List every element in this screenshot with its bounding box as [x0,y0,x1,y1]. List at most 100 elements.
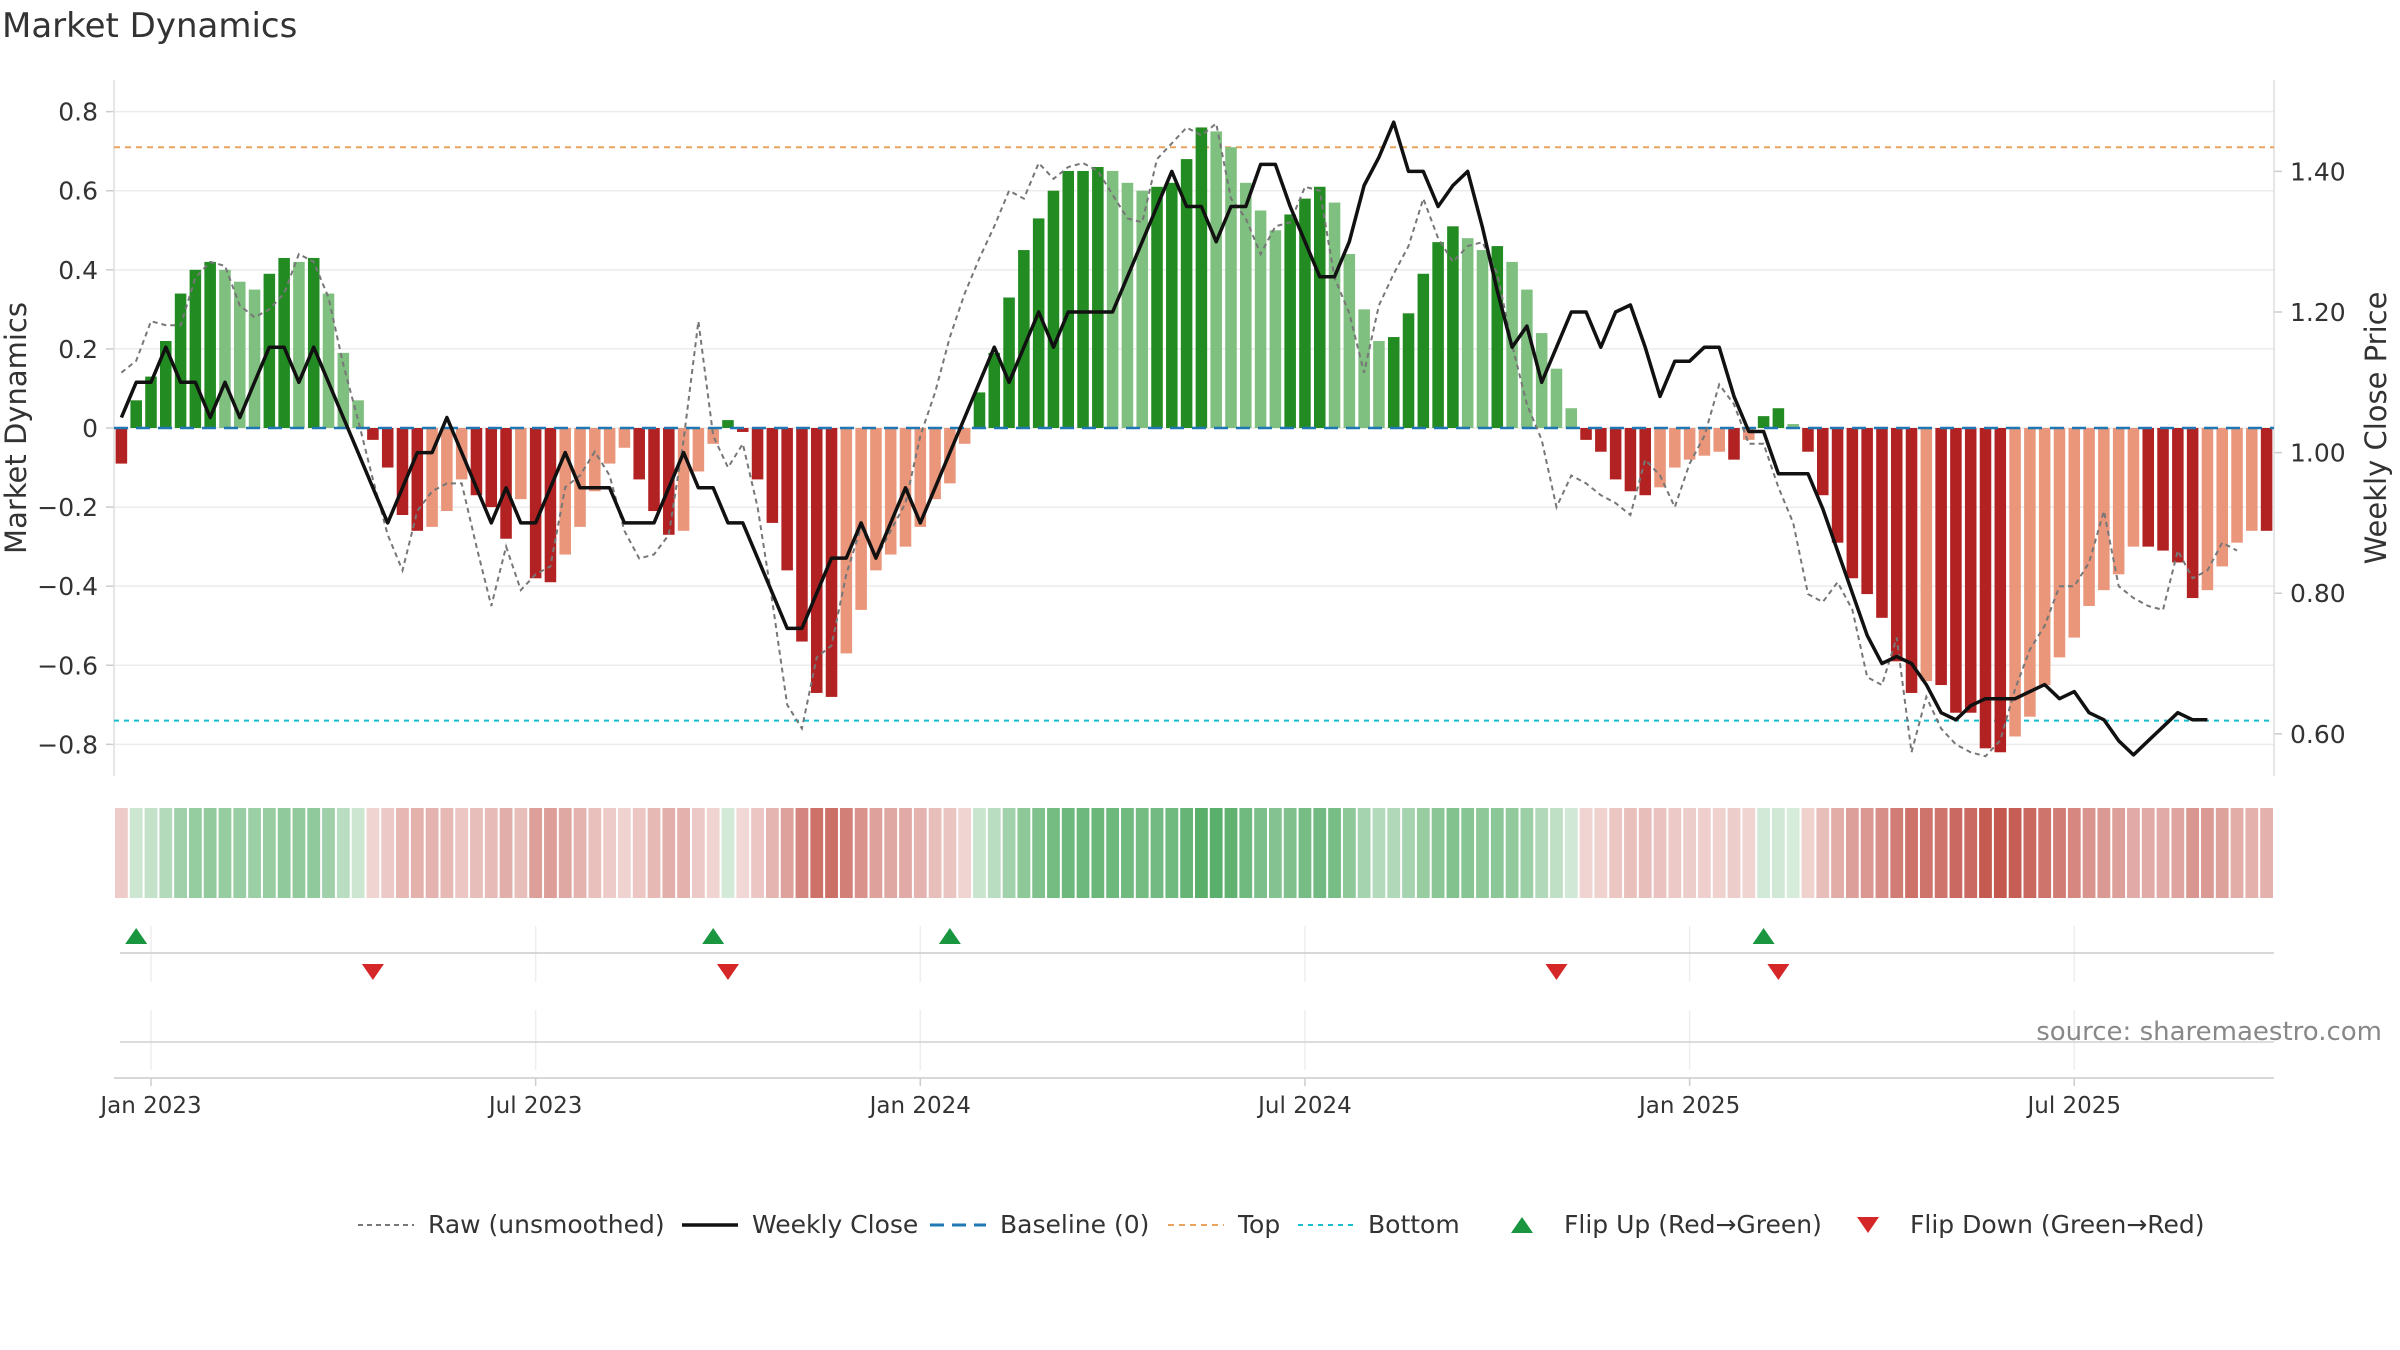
bar [1313,186,1326,428]
bar [1106,170,1119,429]
bar [1816,428,1829,496]
bar [1979,428,1992,749]
bar [751,428,764,480]
strip-cell [2097,808,2111,898]
bar [1092,167,1104,428]
strip-cell [1195,808,1208,898]
strip-cell [928,808,942,898]
strip-cell [277,808,291,898]
bar [677,428,690,531]
strip-cell [129,808,143,898]
bar [1195,127,1208,429]
bar [145,376,157,428]
bar [189,269,202,428]
bar [736,428,749,432]
bar [707,428,719,444]
bar [367,428,379,440]
y-tick-label-left: −0.8 [37,730,98,759]
bar [663,428,675,535]
strip-cell [381,808,395,898]
bar [1491,246,1504,428]
strip-cell [529,808,543,898]
bar [603,428,616,464]
strip-cell [1254,808,1267,898]
strip-cell [1698,808,1711,898]
bar [2172,428,2184,563]
strip-cell [1431,808,1445,898]
strip-cell [1490,808,1504,898]
strip-cell [248,808,261,898]
strip-cell [691,808,705,898]
bar [1447,226,1459,428]
bar [1654,428,1666,488]
strip-cell [1268,808,1282,898]
bar [2216,428,2228,567]
bar [248,289,261,428]
bar [840,428,853,654]
bar [174,293,187,428]
flip-up-marker [125,928,148,944]
strip-cell [736,808,750,898]
bar [1299,198,1311,428]
flip-up-marker [702,928,725,944]
strip-cell [765,808,779,898]
strip-cell [1609,808,1623,898]
strip-cell [484,808,498,898]
chart-title: Market Dynamics [2,6,298,46]
bar [1461,238,1474,428]
strip-cell [1905,808,1918,898]
bar [1003,297,1015,428]
bar [1032,218,1045,428]
strip-cell [1387,808,1401,898]
strip-cell [2156,808,2170,898]
bar [1136,190,1148,428]
strip-cell [1165,808,1179,898]
bar [1876,428,1888,618]
bar [1062,170,1075,429]
bar [1728,428,1740,460]
strip-cell [2201,808,2214,898]
legend-swatch-top [1166,1213,1226,1237]
bar [1284,214,1296,428]
strip-cell [1831,808,1844,898]
bar [796,428,808,642]
bar [500,428,512,539]
strip-cell [1446,808,1460,898]
bar [1180,159,1193,428]
strip-cell [396,808,409,898]
strip-cell [1653,808,1667,898]
strip-cell [1283,808,1297,898]
strip-cell [2112,808,2126,898]
bar [1609,428,1622,480]
strip-cell [1180,808,1193,898]
bar [411,428,424,531]
strip-cell [1579,808,1593,898]
strip-cell [1135,808,1149,898]
strip-cell [588,808,602,898]
strip-cell [322,808,335,898]
strip-cell [1209,808,1223,898]
bar [1950,428,1962,713]
strip-cell [1638,808,1652,898]
strip-cell [647,808,661,898]
y-tick-label-right: 1.20 [2290,298,2346,327]
legend-swatch-bottom [1296,1213,1356,1237]
strip-cell [1416,808,1430,898]
bar [722,420,734,428]
bar [426,428,438,527]
bar [574,428,586,527]
x-tick-label: Jan 2023 [98,1093,201,1119]
bar [470,428,483,496]
strip-cell [1328,808,1341,898]
strip-cell [677,808,690,898]
bar [485,428,498,508]
strip-cell [869,808,883,898]
x-tick-label: Jul 2024 [1256,1093,1352,1119]
strip-cell [1594,808,1608,898]
y-tick-label-left: −0.6 [37,651,98,680]
bar [2246,428,2258,531]
bar [160,341,172,428]
bar [1240,182,1252,428]
bar [559,428,572,555]
